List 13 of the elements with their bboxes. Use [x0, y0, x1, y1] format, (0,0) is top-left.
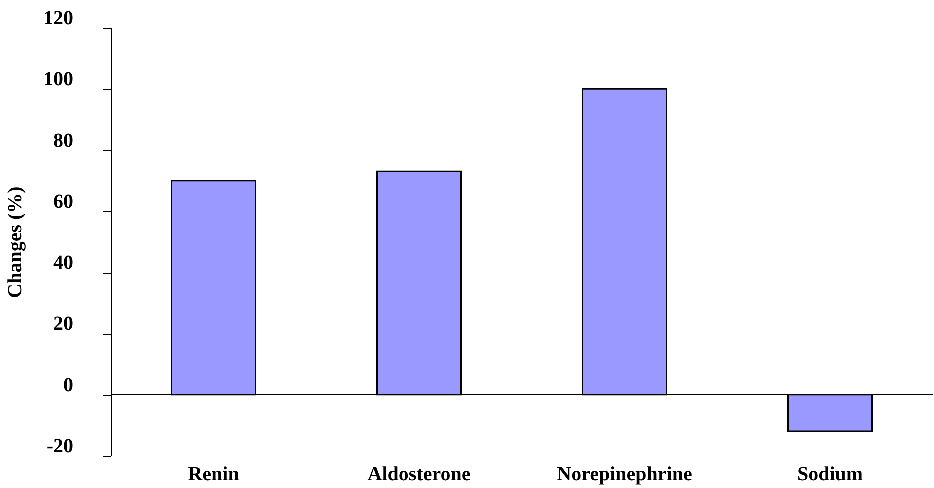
y-tick-label: -20	[46, 436, 74, 458]
y-tick-label: 100	[44, 68, 74, 91]
y-axis-title: Changes (%)	[4, 186, 26, 298]
x-tick-label: Norepinephrine	[557, 464, 692, 486]
y-tick-label: 40	[54, 252, 74, 274]
y-tick-label: 0	[64, 374, 74, 396]
y-tick-label: 80	[54, 130, 74, 152]
x-tick-label: Aldosterone	[368, 464, 471, 486]
y-tick-label: 60	[54, 190, 74, 213]
y-tick-label: 20	[54, 313, 74, 336]
x-tick-label: Renin	[188, 464, 240, 486]
y-tick-label: 120	[44, 8, 74, 30]
x-tick-label: Sodium	[797, 464, 864, 486]
